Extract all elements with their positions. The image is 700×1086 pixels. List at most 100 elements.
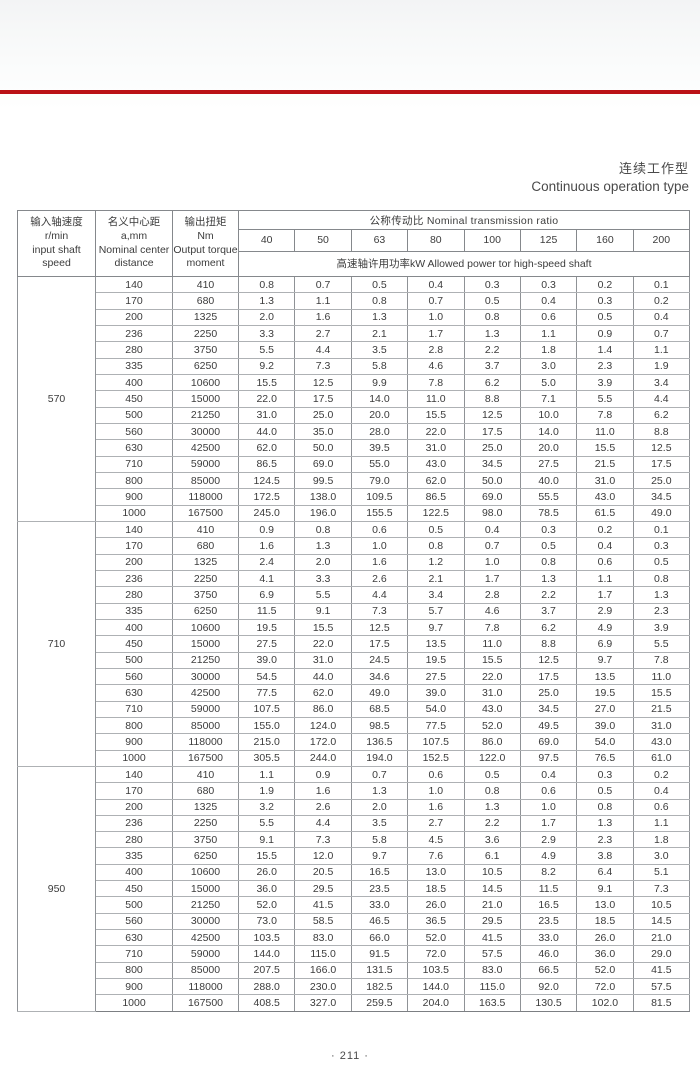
power-value-cell: 22.0 — [237, 390, 296, 408]
power-value-cell: 43.0 — [576, 488, 634, 506]
power-value-cell: 62.0 — [294, 684, 352, 702]
table-row: 560 30000 54.5 44.0 34.6 27.5 22.0 17.5 13.5 11.0 — [18, 667, 691, 686]
power-value-cell: 196.0 — [294, 504, 352, 522]
power-value-cell: 0.3 — [576, 765, 634, 784]
table-row: 450 15000 36.0 29.5 23.5 18.5 14.5 11.5 9.1 7.3 — [18, 880, 691, 898]
power-header-row: 高速轴许用功率kW Allowed power tor high-speed s… — [18, 250, 690, 278]
power-value-cell: 55.5 — [519, 488, 578, 506]
center-distance-cell: 335 — [95, 847, 173, 865]
power-value-cell: 155.0 — [237, 716, 296, 735]
power-value-cell: 98.5 — [350, 716, 409, 735]
power-value-cell: 97.5 — [519, 749, 578, 767]
table-row: 335 6250 15.5 12.0 9.7 7.6 6.1 4.9 3.8 3.0 — [18, 847, 691, 865]
power-value-cell: 20.5 — [294, 863, 352, 882]
power-value-cell: 61.0 — [632, 749, 691, 767]
input-speed-cell: 570 — [17, 276, 96, 522]
power-value-cell: 1.0 — [519, 798, 578, 816]
torque-cell: 21250 — [172, 406, 239, 424]
center-distance-cell: 900 — [95, 733, 173, 751]
power-value-cell: 77.5 — [237, 684, 296, 702]
power-value-cell: 0.8 — [632, 569, 691, 588]
power-value-cell: 0.3 — [519, 275, 578, 294]
center-distance-cell: 710 — [95, 455, 173, 473]
power-value-cell: 18.5 — [407, 880, 465, 898]
power-value-cell: 13.0 — [576, 896, 634, 914]
power-value-cell: 29.5 — [294, 880, 352, 898]
power-value-cell: 0.6 — [632, 798, 691, 816]
table-row: 236 2250 3.3 2.7 2.1 1.7 1.3 1.1 0.9 0.7 — [18, 324, 691, 343]
power-value-cell: 31.0 — [237, 406, 296, 424]
power-value-cell: 14.0 — [350, 390, 409, 408]
power-value-cell: 57.5 — [632, 978, 691, 996]
power-value-cell: 1.6 — [350, 553, 409, 571]
power-value-cell: 166.0 — [294, 961, 352, 980]
power-value-cell: 1.6 — [294, 782, 352, 800]
torque-cell: 167500 — [172, 504, 239, 522]
torque-cell: 3750 — [172, 831, 239, 849]
power-value-cell: 1.6 — [407, 798, 465, 816]
power-value-cell: 230.0 — [294, 978, 352, 996]
power-value-cell: 86.0 — [294, 700, 352, 718]
power-value-cell: 408.5 — [237, 994, 296, 1012]
power-value-cell: 0.4 — [463, 520, 521, 539]
power-value-cell: 69.0 — [463, 488, 521, 506]
torque-cell: 59000 — [172, 945, 239, 963]
power-value-cell: 0.3 — [576, 292, 634, 310]
table-row: 500 21250 31.0 25.0 20.0 15.5 12.5 10.0 7.8 6.2 — [18, 406, 691, 424]
power-value-cell: 2.2 — [519, 586, 578, 604]
table-row: 500 21250 52.0 41.5 33.0 26.0 21.0 16.5 13.0 10.5 — [18, 896, 691, 914]
power-value-cell: 107.5 — [237, 700, 296, 718]
power-value-cell: 2.0 — [350, 798, 409, 816]
center-distance-cell: 500 — [95, 651, 173, 669]
power-value-cell: 0.7 — [632, 324, 691, 343]
power-value-cell: 16.5 — [350, 863, 409, 882]
power-value-cell: 0.9 — [294, 765, 352, 784]
power-value-cell: 1.7 — [519, 814, 578, 833]
page-title-chinese: 连续工作型 — [618, 161, 689, 176]
power-value-cell: 0.8 — [350, 292, 409, 310]
power-value-cell: 28.0 — [350, 422, 409, 441]
table-row: 280 3750 9.1 7.3 5.8 4.5 3.6 2.9 2.3 1.8 — [18, 831, 691, 849]
power-value-cell: 4.5 — [407, 831, 465, 849]
power-value-cell: 50.0 — [463, 471, 521, 490]
power-value-cell: 9.1 — [576, 880, 634, 898]
torque-cell: 85000 — [172, 471, 239, 490]
power-value-cell: 27.5 — [237, 635, 296, 653]
power-value-cell: 31.0 — [576, 471, 634, 490]
power-value-cell: 41.5 — [294, 896, 352, 914]
power-value-cell: 1.1 — [294, 292, 352, 310]
power-value-cell: 0.9 — [237, 520, 296, 539]
power-value-cell: 15.5 — [237, 373, 296, 392]
power-value-cell: 55.0 — [350, 455, 409, 473]
power-value-cell: 0.9 — [576, 324, 634, 343]
power-value-cell: 0.5 — [350, 275, 409, 294]
power-value-cell: 8.8 — [519, 635, 578, 653]
torque-cell: 167500 — [172, 994, 239, 1012]
power-value-cell: 77.5 — [407, 716, 465, 735]
power-value-cell: 3.2 — [237, 798, 296, 816]
power-value-cell: 15.5 — [632, 684, 691, 702]
power-value-cell: 25.0 — [294, 406, 352, 424]
table-row: 236 2250 5.5 4.4 3.5 2.7 2.2 1.7 1.3 1.1 — [18, 814, 691, 833]
power-value-cell: 15.5 — [294, 618, 352, 637]
power-value-cell: 12.5 — [463, 406, 521, 424]
power-value-cell: 23.5 — [519, 912, 578, 931]
table-row: 200 1325 2.0 1.6 1.3 1.0 0.8 0.6 0.5 0.4 — [18, 308, 691, 326]
power-value-cell: 2.9 — [519, 831, 578, 849]
torque-cell: 2250 — [172, 324, 239, 343]
power-value-cell: 31.0 — [294, 651, 352, 669]
power-value-cell: 83.0 — [294, 929, 352, 947]
table-row: 335 6250 11.5 9.1 7.3 5.7 4.6 3.7 2.9 2.3 — [18, 602, 691, 620]
torque-cell: 6250 — [172, 847, 239, 865]
power-value-cell: 0.5 — [576, 782, 634, 800]
center-distance-cell: 280 — [95, 341, 173, 359]
power-value-cell: 10.5 — [463, 863, 521, 882]
power-value-cell: 58.5 — [294, 912, 352, 931]
power-value-cell: 0.5 — [632, 553, 691, 571]
power-value-cell: 41.5 — [632, 961, 691, 980]
power-value-cell: 7.3 — [632, 880, 691, 898]
power-value-cell: 172.0 — [294, 733, 352, 751]
table-row: 800 85000 155.0 124.0 98.5 77.5 52.0 49.5 39.0 31… — [18, 716, 691, 735]
power-value-cell: 19.5 — [237, 618, 296, 637]
power-value-cell: 194.0 — [350, 749, 409, 767]
